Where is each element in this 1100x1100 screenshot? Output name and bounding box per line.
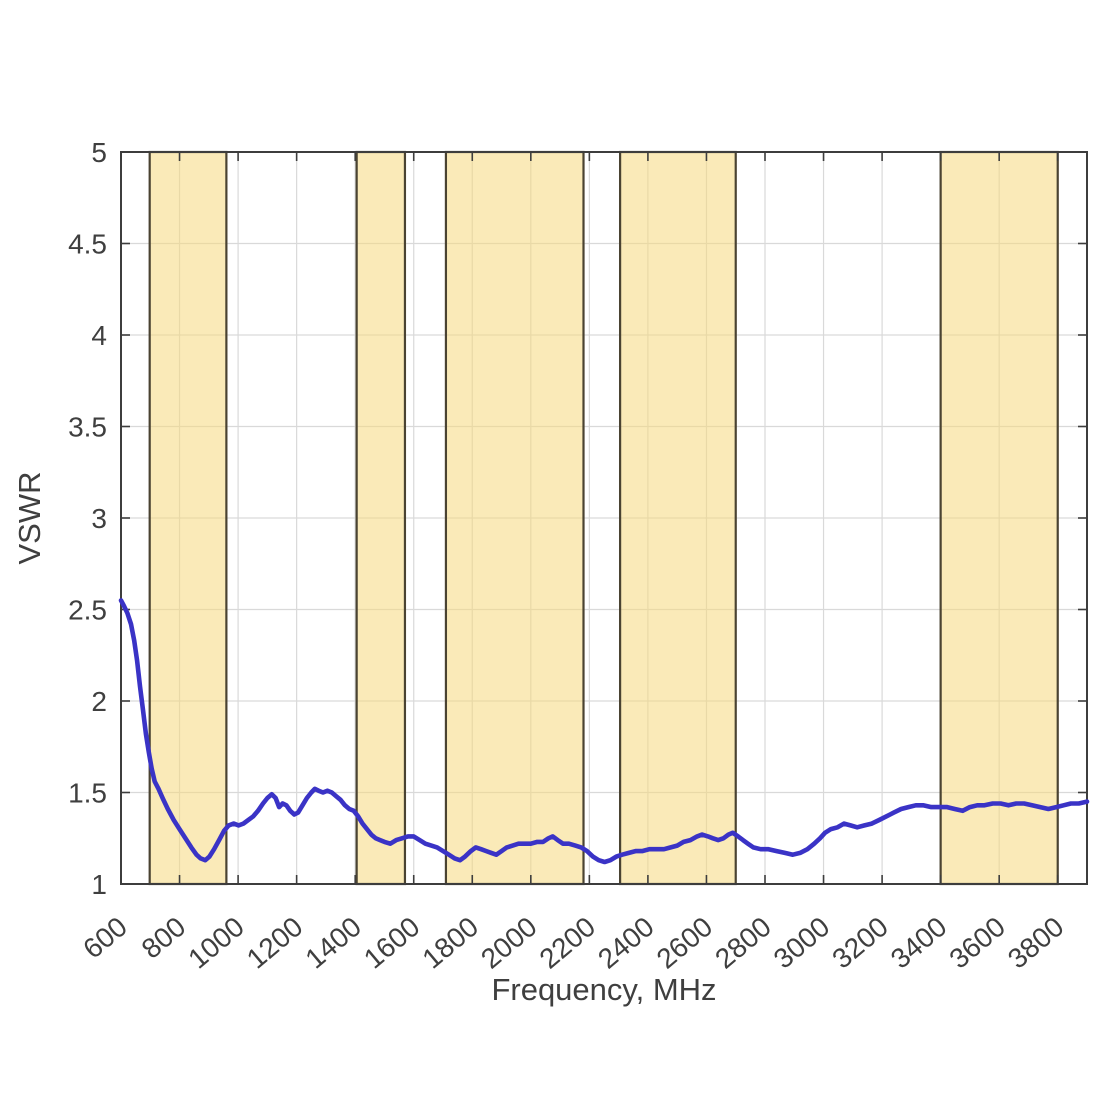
highlight-band — [355, 150, 407, 886]
y-tick-label: 3.5 — [68, 412, 107, 443]
highlight-band — [148, 150, 228, 886]
y-tick-label: 4.5 — [68, 229, 107, 260]
y-tick-label: 3 — [91, 503, 107, 534]
y-tick-label: 1 — [91, 869, 107, 900]
y-tick-label: 2.5 — [68, 595, 107, 626]
y-tick-label: 5 — [91, 137, 107, 168]
highlight-band — [939, 150, 1059, 886]
highlight-band — [444, 150, 585, 886]
x-axis-label: Frequency, MHz — [491, 972, 716, 1007]
y-tick-label: 4 — [91, 320, 107, 351]
y-tick-label: 1.5 — [68, 778, 107, 809]
y-axis-label: VSWR — [12, 472, 47, 565]
highlight-band — [618, 150, 737, 886]
y-tick-label: 2 — [91, 686, 107, 717]
vswr-curve — [118, 598, 1090, 865]
